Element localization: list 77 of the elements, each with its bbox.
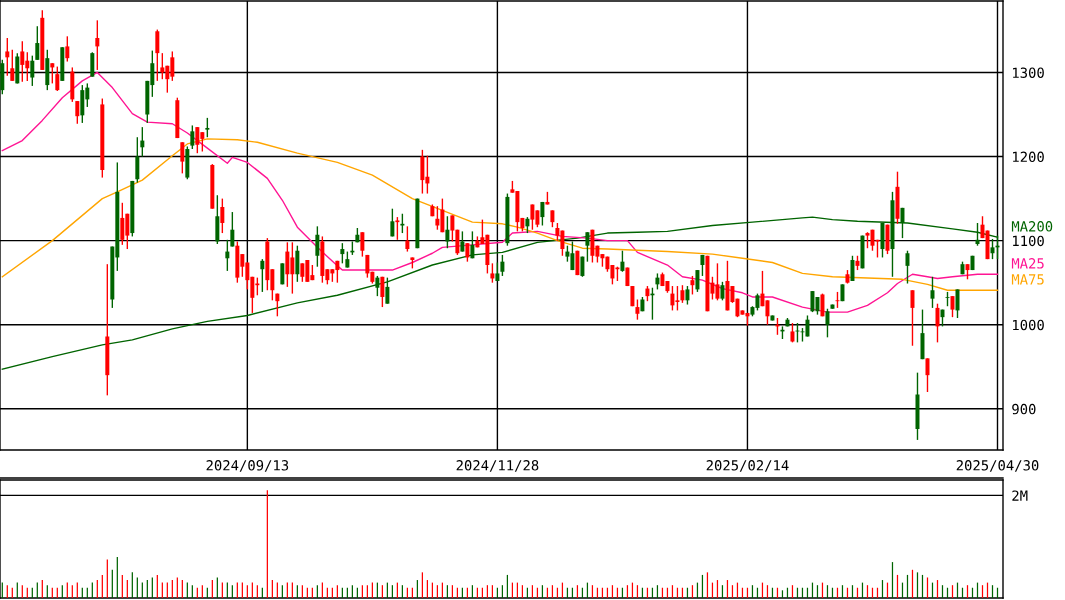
candlestick — [195, 126, 200, 154]
candlestick — [375, 275, 380, 297]
candlestick — [470, 230, 475, 259]
candlestick — [460, 230, 465, 253]
candlestick — [55, 65, 60, 92]
candlestick — [5, 37, 10, 77]
candlestick — [315, 225, 320, 268]
candlestick — [300, 262, 305, 283]
candlestick — [30, 54, 35, 87]
candlestick — [955, 288, 960, 319]
candlestick — [495, 261, 500, 282]
candlestick — [395, 216, 400, 241]
candlestick — [135, 136, 140, 184]
candlestick — [65, 35, 70, 63]
candlestick — [380, 276, 385, 308]
candlestick — [685, 285, 690, 306]
candlestick — [75, 100, 80, 125]
candlestick — [20, 40, 25, 83]
candlestick — [295, 244, 300, 283]
series-label: MA200 — [1011, 221, 1053, 232]
series-label: MA75 — [1011, 274, 1044, 285]
candlestick — [260, 258, 265, 293]
candlestick — [285, 241, 290, 288]
y-tick-label: 1200 — [1013, 151, 1044, 163]
candlestick — [420, 149, 425, 195]
candlestick — [95, 19, 100, 71]
candlestick — [490, 262, 495, 284]
candlestick — [925, 357, 930, 393]
candlestick — [10, 49, 15, 82]
candlestick — [950, 295, 955, 318]
candlestick — [155, 28, 160, 82]
candlestick — [90, 51, 95, 78]
y-tick-label: 1300 — [1013, 67, 1044, 78]
candlestick — [220, 197, 225, 234]
candlestick — [160, 52, 165, 80]
candlestick — [445, 215, 450, 249]
candlestick — [695, 269, 700, 293]
candlestick — [690, 275, 695, 296]
candlestick — [825, 308, 830, 339]
candlestick — [205, 117, 210, 138]
candlestick — [385, 276, 390, 305]
candlestick — [360, 231, 365, 258]
y-tick-label: 900 — [1012, 403, 1036, 415]
y-tick-label: 1100 — [1013, 235, 1044, 247]
candlestick — [230, 211, 235, 248]
candlestick — [905, 250, 910, 285]
candlestick — [910, 289, 915, 347]
candlestick — [405, 225, 410, 253]
candlestick — [465, 242, 470, 263]
candlestick — [500, 254, 505, 277]
candlestick — [340, 242, 345, 265]
candlestick — [35, 25, 40, 61]
candlestick — [670, 285, 675, 312]
series-label: MA25 — [1011, 258, 1044, 269]
line-series — [1, 138, 999, 291]
candlestick — [620, 250, 625, 273]
candlestick — [530, 203, 535, 231]
candlestick — [850, 255, 855, 282]
candlestick — [635, 298, 640, 321]
candlestick — [720, 281, 725, 302]
candlestick — [585, 231, 590, 263]
y-tick-label: 1000 — [1013, 319, 1044, 331]
x-tick-label: 2025/04/30 — [956, 460, 1039, 472]
candlestick — [935, 303, 940, 344]
candlestick — [190, 124, 195, 150]
x-tick-label: 2024/09/13 — [206, 460, 289, 472]
x-tick-label: 2024/11/28 — [456, 460, 539, 472]
candlestick — [390, 207, 395, 238]
x-tick-label: 2025/02/14 — [706, 460, 789, 472]
candlestick — [975, 222, 980, 247]
y-tick-label: 2M — [1012, 490, 1028, 501]
candlestick — [120, 202, 125, 246]
candlestick — [180, 141, 185, 175]
candlestick — [50, 62, 55, 85]
candlestick — [990, 238, 995, 260]
candlestick — [810, 290, 815, 313]
candlestick — [930, 276, 935, 309]
